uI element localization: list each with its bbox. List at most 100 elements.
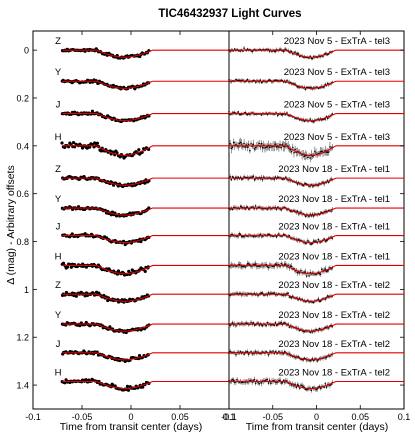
model-curve [229, 235, 404, 244]
data-point [286, 112, 288, 114]
model-curve [62, 112, 229, 122]
model-curve [62, 352, 229, 361]
data-point [292, 146, 294, 149]
band-label: J [56, 100, 61, 111]
night-label: 2023 Nov 18 - ExTrA - tel1 [278, 164, 390, 175]
data-point [283, 322, 286, 324]
light-curve-series: Z [55, 164, 229, 189]
night-label: 2023 Nov 18 - ExTrA - tel2 [278, 280, 390, 291]
model-curve [62, 235, 229, 244]
model-curve [62, 145, 229, 156]
model-curve [229, 207, 404, 216]
data-point [296, 272, 299, 274]
data-point [279, 379, 281, 381]
data-point [250, 379, 252, 382]
model-curve [62, 207, 229, 216]
data-point [273, 292, 276, 294]
data-point [324, 383, 327, 385]
light-curve-series: 2023 Nov 18 - ExTrA - tel1 [228, 222, 404, 246]
data-point [234, 178, 236, 180]
data-point [65, 265, 70, 269]
data-point [243, 142, 245, 145]
data-point [263, 176, 265, 178]
data-point [288, 296, 291, 298]
data-point [244, 266, 247, 268]
data-point [137, 148, 141, 152]
data-point [261, 292, 264, 294]
data-point [319, 150, 322, 153]
data-point [269, 351, 272, 353]
data-point [246, 146, 249, 148]
model-curve [229, 112, 404, 122]
data-point [246, 48, 249, 50]
data-point [254, 382, 257, 385]
light-curve-series: 2023 Nov 18 - ExTrA - tel1 [228, 194, 404, 219]
data-point [243, 176, 245, 178]
model-curve [62, 49, 229, 58]
data-point [267, 266, 270, 269]
data-point [231, 322, 234, 324]
data-point [271, 50, 273, 53]
light-curve-series: 2023 Nov 18 - ExTrA - tel2 [228, 310, 404, 334]
light-curve-series: Z [55, 36, 229, 60]
data-point [285, 263, 287, 265]
data-point [243, 235, 245, 238]
data-point [236, 378, 238, 381]
band-label: Y [55, 67, 62, 78]
data-point [309, 271, 312, 274]
data-point [280, 209, 283, 211]
light-curve-series: H [55, 132, 229, 160]
data-point [242, 50, 244, 52]
data-point [278, 350, 280, 353]
night-label: 2023 Nov 18 - ExTrA - tel2 [278, 339, 390, 350]
x-tick-label: 0.05 [351, 412, 369, 422]
data-point [285, 143, 287, 145]
data-point [61, 261, 66, 265]
y-tick-label: 1.2 [16, 333, 29, 343]
data-point [69, 265, 73, 269]
data-point [229, 143, 231, 145]
data-point [308, 275, 310, 277]
data-point [254, 205, 257, 207]
data-point [265, 146, 267, 149]
data-point [269, 382, 272, 384]
data-point [228, 78, 230, 81]
light-curve-series: 2023 Nov 5 - ExTrA - tel3 [228, 67, 404, 92]
night-label: 2023 Nov 18 - ExTrA - tel2 [278, 310, 390, 321]
data-point [93, 141, 97, 145]
light-curve-series: 2023 Nov 18 - ExTrA - tel1 [228, 164, 404, 189]
x-tick-label: -0.1 [221, 412, 237, 422]
data-point [236, 79, 238, 82]
data-point [235, 353, 237, 356]
band-label: J [56, 222, 61, 233]
data-point [296, 210, 299, 213]
light-curve-series: Z [55, 280, 229, 304]
data-point [143, 181, 147, 185]
y-tick-label: 0.4 [16, 141, 29, 151]
data-point [259, 79, 262, 81]
data-point [260, 114, 263, 116]
data-point [266, 208, 269, 210]
data-point [60, 141, 64, 145]
data-point [301, 384, 303, 387]
data-point [280, 262, 283, 265]
data-point [287, 292, 289, 295]
data-point [303, 155, 306, 157]
light-curve-series: 2023 Nov 18 - ExTrA - tel2 [228, 280, 404, 305]
x-axis-label-right: Time from transit center (days) [246, 421, 389, 433]
data-point [324, 83, 327, 86]
data-point [85, 146, 89, 150]
x-tick-label: 0.1 [398, 412, 411, 422]
data-point [321, 268, 323, 271]
light-curve-series: 2023 Nov 5 - ExTrA - tel3 [228, 132, 404, 163]
data-point [249, 149, 251, 152]
data-point [231, 208, 234, 211]
data-point [300, 269, 302, 272]
data-point [288, 235, 291, 237]
data-point [230, 178, 233, 181]
night-label: 2023 Nov 5 - ExTrA - tel3 [284, 36, 390, 47]
data-point [287, 264, 289, 267]
data-point [261, 324, 264, 327]
data-point [274, 50, 277, 52]
data-point [323, 238, 325, 240]
